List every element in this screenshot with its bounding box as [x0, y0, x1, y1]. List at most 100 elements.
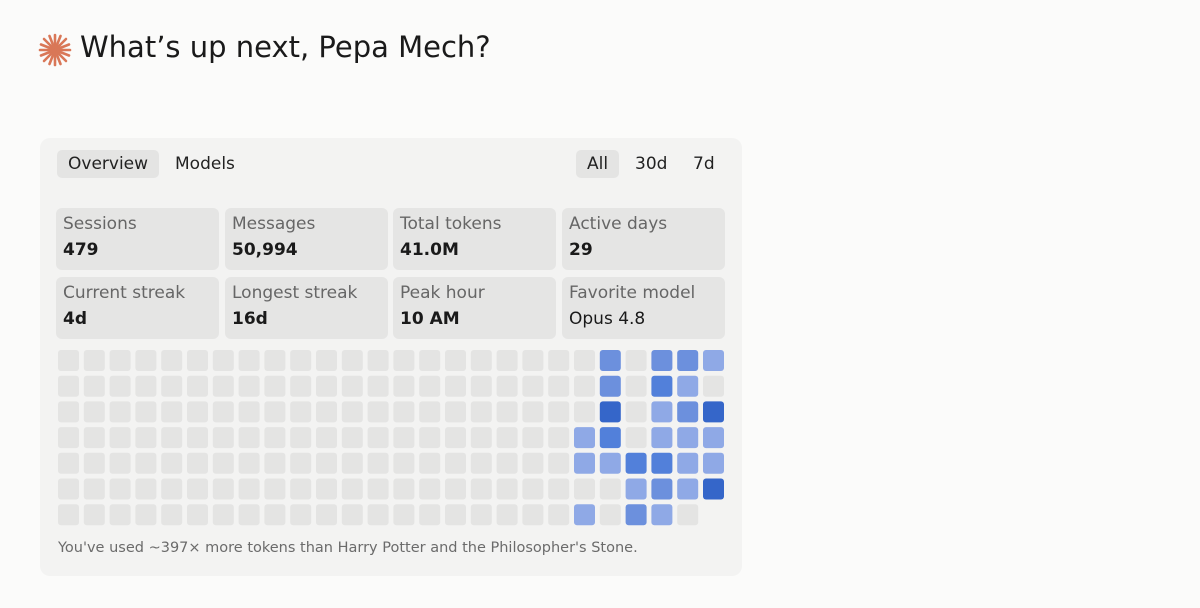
- heatmap-cell: [83, 350, 105, 371]
- heatmap-cell: [574, 427, 595, 449]
- heatmap-cell: [187, 504, 208, 526]
- heatmap-cell: [264, 504, 286, 526]
- heatmap-cell: [109, 504, 131, 526]
- heatmap-cell: [367, 504, 389, 526]
- heatmap-cell: [212, 427, 234, 449]
- range-tab[interactable]: 7d: [693, 154, 715, 174]
- heatmap-cell: [367, 401, 389, 423]
- heatmap-cell: [496, 427, 518, 449]
- greeting-title: What’s up next, Pepa Mech?: [80, 30, 491, 64]
- heatmap-cell: [316, 350, 337, 371]
- heatmap-cell: [264, 427, 286, 449]
- heatmap-cell: [625, 452, 647, 474]
- heatmap-cell: [109, 375, 131, 397]
- heatmap-cell: [574, 452, 595, 474]
- heatmap-cell: [135, 401, 157, 423]
- heatmap-cell: [316, 452, 337, 474]
- heatmap-cell: [445, 350, 466, 371]
- activity-heatmap: [58, 350, 724, 526]
- heatmap-cell: [703, 427, 724, 449]
- heatmap-cell: [599, 478, 621, 500]
- heatmap-cell: [677, 478, 699, 500]
- heatmap-cell: [703, 401, 724, 423]
- heatmap-cell: [58, 350, 79, 371]
- stat-value: 29: [569, 240, 593, 260]
- heatmap-cell: [574, 350, 595, 371]
- heatmap-cell: [341, 401, 363, 423]
- heatmap-cell: [367, 350, 389, 371]
- heatmap-cell: [470, 478, 492, 500]
- heatmap-cell: [522, 375, 544, 397]
- range-tab[interactable]: All: [576, 150, 620, 178]
- stat-label: Total tokens: [400, 214, 502, 234]
- heatmap-cell: [625, 401, 647, 423]
- heatmap-cell: [599, 427, 621, 449]
- heatmap-cell: [651, 452, 673, 474]
- heatmap-cell: [574, 478, 595, 500]
- heatmap-cell: [290, 427, 312, 449]
- footnote: You've used ~397× more tokens than Harry…: [58, 540, 638, 556]
- heatmap-cell: [677, 504, 699, 526]
- heatmap-cell: [393, 452, 415, 474]
- heatmap-cell: [548, 478, 570, 500]
- heatmap-cell: [83, 478, 105, 500]
- heatmap-cell: [651, 504, 673, 526]
- heatmap-cell: [238, 401, 260, 423]
- heatmap-cell: [58, 427, 79, 449]
- heatmap-cell: [677, 452, 699, 474]
- heatmap-cell: [522, 452, 544, 474]
- heatmap-cell: [367, 452, 389, 474]
- heatmap-cell: [58, 375, 79, 397]
- heatmap-cell: [496, 350, 518, 371]
- stat-tile: Favorite model Opus 4.8: [562, 277, 725, 339]
- stat-tile: Messages 50,994: [225, 208, 388, 270]
- heatmap-cell: [393, 350, 415, 371]
- stat-label: Peak hour: [400, 283, 485, 303]
- heatmap-cell: [341, 478, 363, 500]
- heatmap-cell: [187, 427, 208, 449]
- range-tab[interactable]: 30d: [635, 154, 668, 174]
- heatmap-cell: [470, 350, 492, 371]
- tab[interactable]: Overview: [57, 150, 160, 178]
- heatmap-cell: [548, 452, 570, 474]
- heatmap-cell: [393, 427, 415, 449]
- heatmap-cell: [83, 504, 105, 526]
- heatmap-cell: [445, 504, 466, 526]
- stat-value: 4d: [63, 309, 87, 329]
- heatmap-cell: [419, 504, 441, 526]
- tab[interactable]: Models: [175, 154, 235, 174]
- heatmap-cell: [212, 478, 234, 500]
- heatmap-cell: [316, 504, 337, 526]
- heatmap-cell: [651, 427, 673, 449]
- heatmap-cell: [651, 478, 673, 500]
- heatmap-cell: [109, 452, 131, 474]
- heatmap-cell: [161, 401, 183, 423]
- heatmap-cell: [238, 350, 260, 371]
- heatmap-cell: [419, 401, 441, 423]
- heatmap-cell: [161, 427, 183, 449]
- stat-value: 16d: [232, 309, 268, 329]
- heatmap-cell: [264, 452, 286, 474]
- heatmap-cell: [161, 452, 183, 474]
- heatmap-cell: [651, 375, 673, 397]
- heatmap-cell: [367, 375, 389, 397]
- heatmap-cell: [548, 350, 570, 371]
- heatmap-cell: [703, 452, 724, 474]
- heatmap-cell: [316, 401, 337, 423]
- heatmap-cell: [651, 401, 673, 423]
- heatmap-cell: [419, 375, 441, 397]
- stat-tile: Active days 29: [562, 208, 725, 270]
- heatmap-cell: [238, 427, 260, 449]
- heatmap-cell: [393, 375, 415, 397]
- heatmap-cell: [522, 401, 544, 423]
- heatmap-cell: [470, 427, 492, 449]
- heatmap-cell: [445, 478, 466, 500]
- heatmap-cell: [264, 478, 286, 500]
- heatmap-cell: [316, 375, 337, 397]
- heatmap-cell: [83, 375, 105, 397]
- stat-tile: Total tokens 41.0M: [393, 208, 556, 270]
- stat-value: Opus 4.8: [569, 309, 646, 329]
- heatmap-cell: [496, 504, 518, 526]
- heatmap-cell: [238, 375, 260, 397]
